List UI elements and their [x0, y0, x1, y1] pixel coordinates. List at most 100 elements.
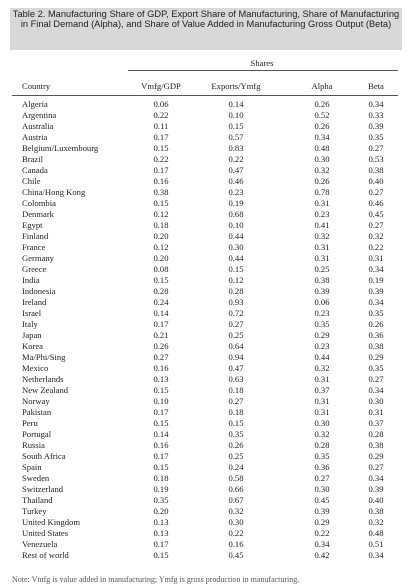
- value-cell: 0.47: [228, 363, 244, 373]
- value-cell: 0.39: [368, 286, 384, 296]
- value-cell: 0.16: [153, 176, 169, 186]
- value-cell: 0.51: [368, 539, 384, 549]
- value-cell: 0.24: [153, 297, 169, 307]
- value-cell: 0.27: [368, 143, 384, 153]
- value-cell: 0.35: [368, 132, 384, 142]
- value-cell: 0.19: [153, 484, 169, 494]
- country-cell: Japan: [22, 330, 42, 340]
- value-cell: 0.29: [314, 330, 330, 340]
- value-cell: 0.53: [368, 154, 384, 164]
- value-cell: 0.44: [228, 231, 244, 241]
- country-cell: Argentina: [22, 110, 57, 120]
- value-cell: 0.25: [314, 264, 330, 274]
- country-cell: Colombia: [22, 198, 56, 208]
- value-cell: 0.32: [314, 429, 330, 439]
- value-cell: 0.14: [153, 308, 169, 318]
- value-cell: 0.15: [153, 143, 169, 153]
- value-cell: 0.22: [314, 528, 330, 538]
- country-cell: Egypt: [22, 220, 43, 230]
- country-cell: Thailand: [22, 495, 53, 505]
- value-cell: 0.22: [153, 154, 169, 164]
- value-cell: 0.12: [228, 275, 244, 285]
- value-cell: 0.29: [314, 517, 330, 527]
- value-cell: 0.35: [153, 495, 169, 505]
- value-cell: 0.31: [368, 407, 384, 417]
- value-cell: 0.20: [153, 231, 169, 241]
- value-cell: 0.35: [314, 319, 330, 329]
- value-cell: 0.35: [314, 451, 330, 461]
- value-cell: 0.17: [153, 539, 169, 549]
- country-cell: Ireland: [22, 297, 47, 307]
- country-cell: South Africa: [22, 451, 66, 461]
- value-cell: 0.16: [228, 539, 244, 549]
- value-cell: 0.44: [314, 352, 330, 362]
- value-cell: 0.34: [368, 550, 384, 560]
- country-cell: Sweden: [22, 473, 50, 483]
- value-cell: 0.67: [228, 495, 244, 505]
- country-cell: Switzerland: [22, 484, 64, 494]
- group-rule: [128, 70, 398, 71]
- value-cell: 0.23: [314, 341, 330, 351]
- country-cell: China/Hong Kong: [22, 187, 86, 197]
- value-cell: 0.68: [228, 209, 244, 219]
- value-cell: 0.37: [368, 418, 384, 428]
- value-cell: 0.31: [314, 374, 330, 384]
- value-cell: 0.32: [368, 517, 384, 527]
- value-cell: 0.47: [228, 165, 244, 175]
- value-cell: 0.63: [228, 374, 244, 384]
- value-cell: 0.17: [153, 451, 169, 461]
- country-cell: Turkey: [22, 506, 47, 516]
- country-cell: Finland: [22, 231, 49, 241]
- country-cell: Mexico: [22, 363, 49, 373]
- country-cell: Brazil: [22, 154, 43, 164]
- value-cell: 0.10: [153, 396, 169, 406]
- value-cell: 0.36: [314, 462, 330, 472]
- value-cell: 0.15: [228, 121, 244, 131]
- value-cell: 0.64: [228, 341, 244, 351]
- value-cell: 0.30: [228, 242, 244, 252]
- value-cell: 0.72: [228, 308, 244, 318]
- value-cell: 0.34: [368, 385, 384, 395]
- value-cell: 0.06: [314, 297, 330, 307]
- value-cell: 0.46: [368, 198, 384, 208]
- country-cell: Denmark: [22, 209, 54, 219]
- country-cell: Netherlands: [22, 374, 64, 384]
- value-cell: 0.15: [153, 385, 169, 395]
- value-cell: 0.14: [228, 99, 244, 109]
- value-cell: 0.16: [153, 440, 169, 450]
- value-cell: 0.34: [314, 132, 330, 142]
- value-cell: 0.38: [153, 187, 169, 197]
- value-cell: 0.27: [368, 187, 384, 197]
- value-cell: 0.19: [228, 198, 244, 208]
- value-cell: 0.27: [368, 220, 384, 230]
- country-cell: Israel: [22, 308, 42, 318]
- country-cell: United States: [22, 528, 69, 538]
- value-cell: 0.48: [368, 528, 384, 538]
- value-cell: 0.27: [228, 319, 244, 329]
- country-cell: France: [22, 242, 46, 252]
- value-cell: 0.15: [153, 418, 169, 428]
- value-cell: 0.30: [314, 484, 330, 494]
- country-cell: Venezuela: [22, 539, 58, 549]
- value-cell: 0.22: [153, 110, 169, 120]
- country-cell: Germany: [22, 253, 54, 263]
- value-cell: 0.15: [228, 264, 244, 274]
- value-cell: 0.83: [228, 143, 244, 153]
- country-cell: Italy: [22, 319, 38, 329]
- value-cell: 0.10: [228, 220, 244, 230]
- value-cell: 0.34: [368, 473, 384, 483]
- value-cell: 0.36: [368, 330, 384, 340]
- value-cell: 0.13: [153, 528, 169, 538]
- value-cell: 0.29: [368, 451, 384, 461]
- value-cell: 0.19: [368, 275, 384, 285]
- value-cell: 0.26: [314, 99, 330, 109]
- value-cell: 0.28: [228, 286, 244, 296]
- value-cell: 0.31: [368, 253, 384, 263]
- value-cell: 0.34: [314, 539, 330, 549]
- value-cell: 0.24: [228, 462, 244, 472]
- value-cell: 0.38: [368, 341, 384, 351]
- value-cell: 0.41: [314, 220, 330, 230]
- value-cell: 0.34: [368, 99, 384, 109]
- value-cell: 0.34: [368, 297, 384, 307]
- value-cell: 0.30: [314, 154, 330, 164]
